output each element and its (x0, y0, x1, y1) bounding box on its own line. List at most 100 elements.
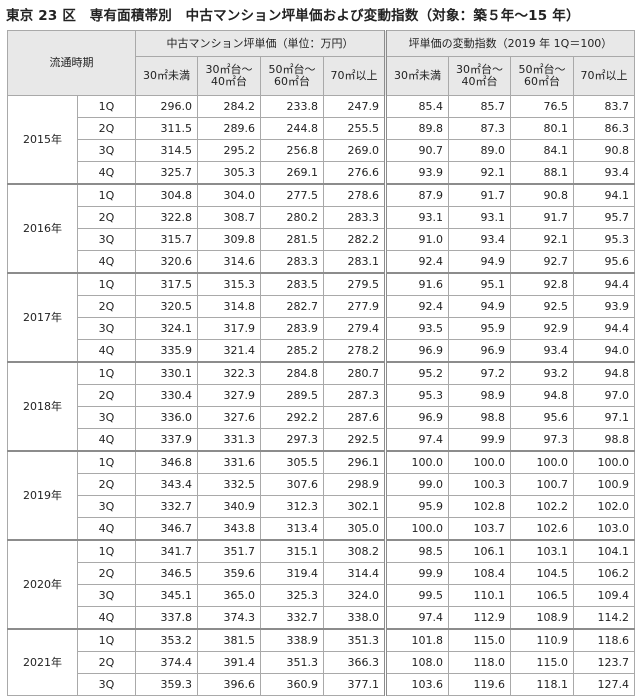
price-group-header: 中古マンション坪単価（単位：万円） (135, 30, 386, 57)
index-cell: 94.9 (448, 250, 511, 274)
index-cell: 99.0 (384, 473, 449, 496)
table-row: 3Q 324.1 317.9 283.9 279.4 93.5 95.9 92.9 94.4 (8, 317, 635, 340)
table-row: 4Q 337.8 374.3 332.7 338.0 97.4 112.9 108.9 114.… (8, 606, 635, 630)
index-cell: 92.1 (510, 228, 574, 251)
year-cell: 2016年 (7, 183, 78, 274)
index-cell: 94.8 (510, 384, 574, 407)
index-cell: 85.7 (448, 95, 511, 118)
index-cell: 93.4 (573, 161, 635, 185)
price-cell: 337.9 (135, 428, 198, 452)
price-cell: 374.4 (135, 651, 198, 674)
price-cell: 321.4 (197, 339, 261, 363)
index-cell: 108.0 (384, 651, 449, 674)
price-cell: 336.0 (135, 406, 198, 429)
price-cell: 285.2 (260, 339, 324, 363)
quarter-cell: 3Q (77, 673, 136, 696)
index-cell: 99.5 (384, 584, 449, 607)
index-cell: 92.1 (448, 161, 511, 185)
index-cell: 106.1 (448, 539, 511, 563)
table-row: 4Q 320.6 314.6 283.3 283.1 92.4 94.9 92.7 95.6 (8, 250, 635, 274)
index-cell: 98.8 (448, 406, 511, 429)
index-cell: 97.4 (384, 606, 449, 630)
index-cell: 88.1 (510, 161, 574, 185)
price-cell: 304.8 (135, 183, 198, 207)
table-row: 2Q 311.5 289.6 244.8 255.5 89.8 87.3 80.1 86.3 (8, 117, 635, 140)
index-cell: 92.7 (510, 250, 574, 274)
price-cell: 338.9 (260, 628, 324, 652)
index-cell: 86.3 (573, 117, 635, 140)
index-cell: 84.1 (510, 139, 574, 162)
index-cell: 93.1 (384, 206, 449, 229)
quarter-cell: 1Q (77, 539, 136, 563)
price-cell: 283.3 (323, 206, 386, 229)
price-cell: 315.3 (197, 272, 261, 296)
index-cell: 95.2 (384, 361, 449, 385)
price-cell: 278.6 (323, 183, 386, 207)
index-cell: 102.0 (573, 495, 635, 518)
price-cell: 396.6 (197, 673, 261, 696)
price-cell: 317.9 (197, 317, 261, 340)
price-cell: 279.4 (323, 317, 386, 340)
quarter-cell: 3Q (77, 584, 136, 607)
price-cell: 346.7 (135, 517, 198, 541)
index-band-header-0: 30㎡未満 (384, 56, 449, 96)
quarter-cell: 4Q (77, 606, 136, 630)
price-cell: 283.5 (260, 272, 324, 296)
table-row: 3Q 332.7 340.9 312.3 302.1 95.9 102.8 102.2 102.… (8, 495, 635, 518)
quarter-cell: 3Q (77, 406, 136, 429)
index-cell: 93.9 (573, 295, 635, 318)
table-row: 3Q 315.7 309.8 281.5 282.2 91.0 93.4 92.1 95.3 (8, 228, 635, 251)
price-cell: 319.4 (260, 562, 324, 585)
price-cell: 309.8 (197, 228, 261, 251)
index-cell: 112.9 (448, 606, 511, 630)
index-cell: 85.4 (384, 95, 449, 118)
price-cell: 332.7 (260, 606, 324, 630)
index-cell: 89.8 (384, 117, 449, 140)
price-cell: 269.0 (323, 139, 386, 162)
price-cell: 283.1 (323, 250, 386, 274)
price-cell: 247.9 (323, 95, 386, 118)
price-band-header-0: 30㎡未満 (135, 56, 198, 96)
index-cell: 92.4 (384, 250, 449, 274)
price-cell: 269.1 (260, 161, 324, 185)
price-cell: 374.3 (197, 606, 261, 630)
price-cell: 315.7 (135, 228, 198, 251)
index-cell: 100.0 (384, 517, 449, 541)
table-row: 2018年 1Q 330.1 322.3 284.8 280.7 95.2 97.2 93.2 9… (7, 361, 635, 452)
index-cell: 91.6 (384, 272, 449, 296)
price-cell: 327.6 (197, 406, 261, 429)
index-cell: 103.6 (384, 673, 449, 696)
price-cell: 327.9 (197, 384, 261, 407)
table-row: 2015年 1Q 296.0 284.2 233.8 247.9 85.4 85.7 76.5 8… (7, 95, 635, 185)
table-row: 2020年 1Q 341.7 351.7 315.1 308.2 98.5 106.1 103.… (7, 539, 635, 630)
index-cell: 106.2 (573, 562, 635, 585)
price-cell: 343.4 (135, 473, 198, 496)
quarter-cell: 2Q (77, 295, 136, 318)
price-cell: 324.0 (323, 584, 386, 607)
price-cell: 314.8 (197, 295, 261, 318)
index-cell: 100.9 (573, 473, 635, 496)
price-cell: 325.7 (135, 161, 198, 185)
price-cell: 277.5 (260, 183, 324, 207)
price-cell: 308.2 (323, 539, 386, 563)
index-cell: 104.1 (573, 539, 635, 563)
band-header-row: 30㎡未満 30㎡台～ 40㎡台 50㎡台～ 60㎡台 70㎡以上 30㎡未満 30㎡台～… (8, 56, 635, 96)
page-title: 東京 23 区 専有面積帯別 中古マンション坪単価および変動指数（対象：築５年～… (6, 8, 580, 24)
price-cell: 284.2 (197, 95, 261, 118)
price-cell: 320.6 (135, 250, 198, 274)
index-cell: 101.8 (384, 628, 449, 652)
index-cell: 96.9 (448, 339, 511, 363)
table-row: 2Q 374.4 391.4 351.3 366.3 108.0 118.0 115.0 123… (8, 651, 635, 674)
price-cell: 244.8 (260, 117, 324, 140)
index-cell: 94.0 (573, 339, 635, 363)
price-cell: 280.7 (323, 361, 386, 385)
index-cell: 93.5 (384, 317, 449, 340)
price-cell: 289.5 (260, 384, 324, 407)
price-cell: 281.5 (260, 228, 324, 251)
index-band-header-2: 50㎡台～ 60㎡台 (510, 56, 574, 96)
quarter-cell: 4Q (77, 517, 136, 541)
index-cell: 95.1 (448, 272, 511, 296)
price-table-container: 流通時期 中古マンション坪単価（単位：万円） 坪単価の変動指数（2019 年 1… (7, 30, 635, 696)
price-cell: 277.9 (323, 295, 386, 318)
index-cell: 92.5 (510, 295, 574, 318)
